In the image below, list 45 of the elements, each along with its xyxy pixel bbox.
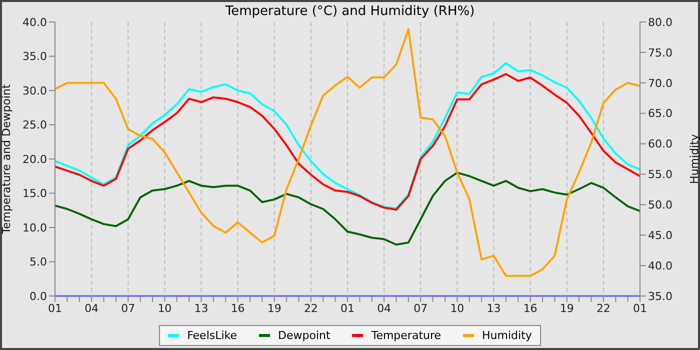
- y-tick-label: 35.0: [22, 50, 47, 64]
- y2-tick-label: 45.0: [648, 229, 672, 242]
- y2-tick-label: 50.0: [648, 198, 672, 212]
- y2-tick-label: 70.0: [648, 76, 672, 90]
- x-tick-label: 19: [267, 302, 282, 315]
- x-tick-label: 10: [450, 302, 464, 315]
- legend-label: Temperature: [371, 329, 442, 342]
- legend-label: Humidity: [482, 329, 532, 342]
- chart-title: Temperature (°C) and Humidity (RH%): [225, 4, 475, 19]
- line-series: [55, 172, 640, 246]
- y2-axis-title: Humidity: [688, 134, 700, 184]
- x-tick-label: 04: [84, 302, 99, 315]
- x-tick-label: 07: [414, 302, 428, 315]
- y2-tick-label: 35.0: [648, 290, 672, 303]
- y2-tick-label: 65.0: [648, 107, 672, 120]
- y-axis-title: Temperature and Dewpoint: [0, 83, 13, 235]
- x-tick-label: 22: [304, 302, 318, 315]
- y2-tick-label: 40.0: [648, 259, 672, 272]
- y-tick-label: 30.0: [22, 84, 47, 98]
- y-tick-label: 0.0: [30, 290, 47, 303]
- y2-tick-label: 60.0: [648, 138, 672, 151]
- x-tick-label: 22: [596, 302, 610, 315]
- x-tick-label: 19: [560, 302, 574, 315]
- x-tick-label: 16: [523, 302, 538, 315]
- y2-tick-label: 55.0: [648, 168, 672, 182]
- x-tick-label: 01: [48, 302, 62, 315]
- y-tick-label: 20.0: [22, 152, 47, 166]
- x-tick-label: 16: [230, 302, 245, 315]
- x-tick-label: 10: [158, 302, 172, 315]
- legend-label: FeelsLike: [187, 329, 238, 342]
- line-series: [55, 28, 640, 277]
- y-tick-label: 10.0: [22, 221, 47, 234]
- y2-tick-label: 75.0: [648, 46, 672, 60]
- x-tick-label: 04: [377, 302, 392, 315]
- x-tick-label: 07: [121, 302, 136, 315]
- y-tick-label: 15.0: [22, 187, 47, 200]
- x-tick-label: 01: [633, 302, 647, 315]
- y2-tick-label: 80.0: [648, 16, 672, 29]
- y-tick-label: 40.0: [22, 16, 47, 29]
- y-tick-label: 5.0: [30, 256, 47, 269]
- x-tick-label: 01: [340, 302, 354, 315]
- y-tick-label: 25.0: [22, 118, 47, 132]
- x-tick-label: 13: [194, 302, 208, 315]
- x-tick-label: 13: [486, 302, 501, 315]
- legend-label: Dewpoint: [278, 329, 330, 342]
